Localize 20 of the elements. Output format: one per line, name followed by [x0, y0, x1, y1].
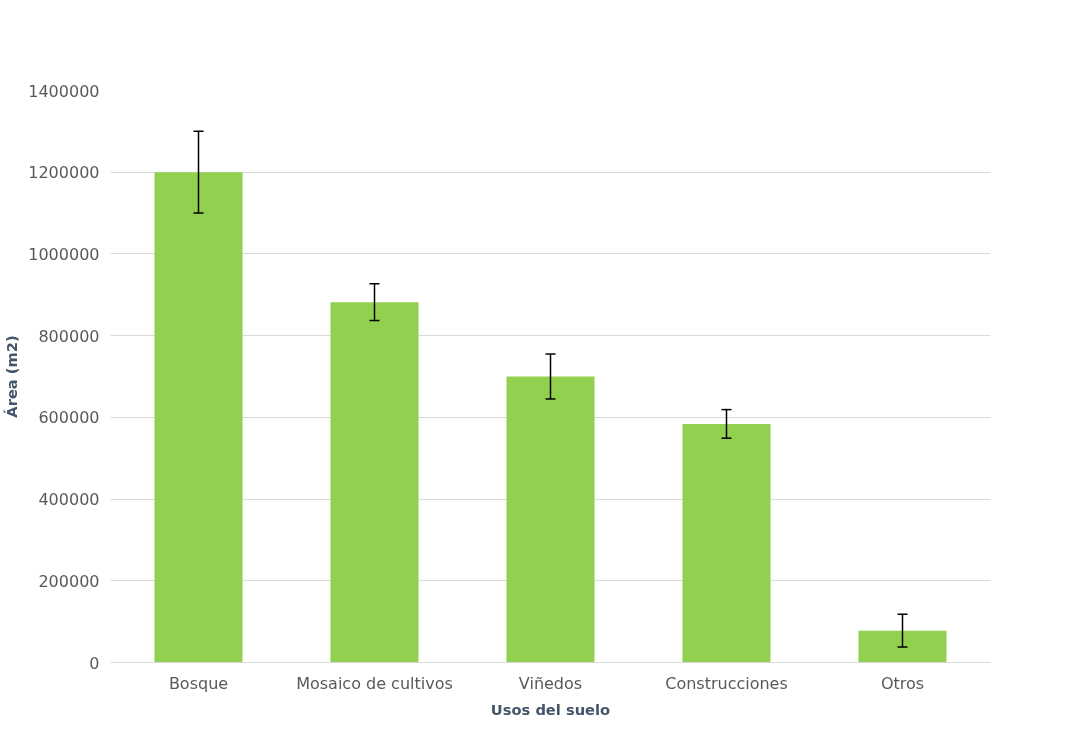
x-tick-label: Mosaico de cultivos — [296, 673, 453, 693]
bar — [330, 302, 419, 663]
x-tick-label: Construcciones — [665, 673, 788, 693]
bar — [858, 630, 947, 663]
x-axis-title: Usos del suelo — [490, 700, 611, 718]
bar — [506, 376, 595, 663]
y-tick-label: 1400000 — [28, 81, 100, 101]
y-tick-label: 400000 — [38, 490, 100, 510]
y-axis-title: Área (m2) — [3, 335, 21, 418]
bar — [154, 172, 243, 663]
x-tick-label: Otros — [880, 673, 925, 693]
y-tick-label: 200000 — [38, 571, 100, 591]
y-tick-label: 1000000 — [28, 244, 100, 264]
x-tick-label: Viñedos — [518, 673, 583, 693]
x-tick-label: Bosque — [168, 673, 229, 693]
y-tick-label: 1200000 — [28, 163, 100, 183]
y-tick-label: 0 — [89, 653, 100, 673]
y-tick-label: 600000 — [38, 408, 100, 428]
bar — [682, 423, 771, 663]
y-tick-label: 800000 — [38, 326, 100, 346]
